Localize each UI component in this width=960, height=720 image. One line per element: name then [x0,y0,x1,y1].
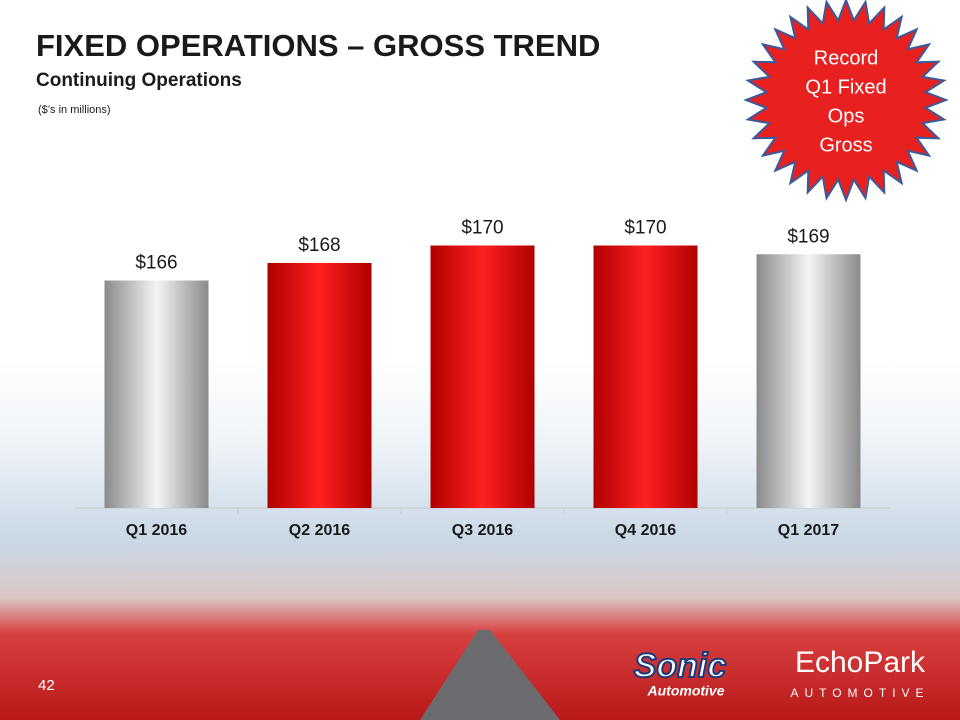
logo-left: Sonic [634,647,727,685]
road [420,630,560,720]
bar [104,280,209,508]
logo-right: EchoPark [795,646,926,679]
bar [267,263,372,508]
badge-text: Gross [819,134,872,156]
value-label: $170 [624,218,666,239]
value-label: $170 [461,218,503,239]
logo-right: AUTOMOTIVE [790,686,929,700]
x-tick-label: Q4 2016 [615,522,676,539]
badge-text: Q1 Fixed [805,76,886,98]
logo-left: Automotive [647,683,725,699]
badge-text: Record [814,47,878,69]
badge-text: Ops [828,105,865,127]
value-label: $166 [135,253,177,274]
value-label: $168 [298,235,340,256]
bar [430,245,535,508]
x-tick-label: Q3 2016 [452,522,513,539]
bar [756,254,861,508]
x-tick-label: Q1 2016 [126,522,187,539]
x-tick-label: Q2 2016 [289,522,350,539]
page-number: 42 [38,677,55,694]
badge [743,0,949,203]
subtitle: Continuing Operations [36,70,242,91]
title: FIXED OPERATIONS – GROSS TREND [36,28,600,63]
value-label: $169 [787,226,829,247]
unit-note: ($’s in millions) [38,104,111,116]
x-tick-label: Q1 2017 [778,522,839,539]
bar [593,245,698,508]
